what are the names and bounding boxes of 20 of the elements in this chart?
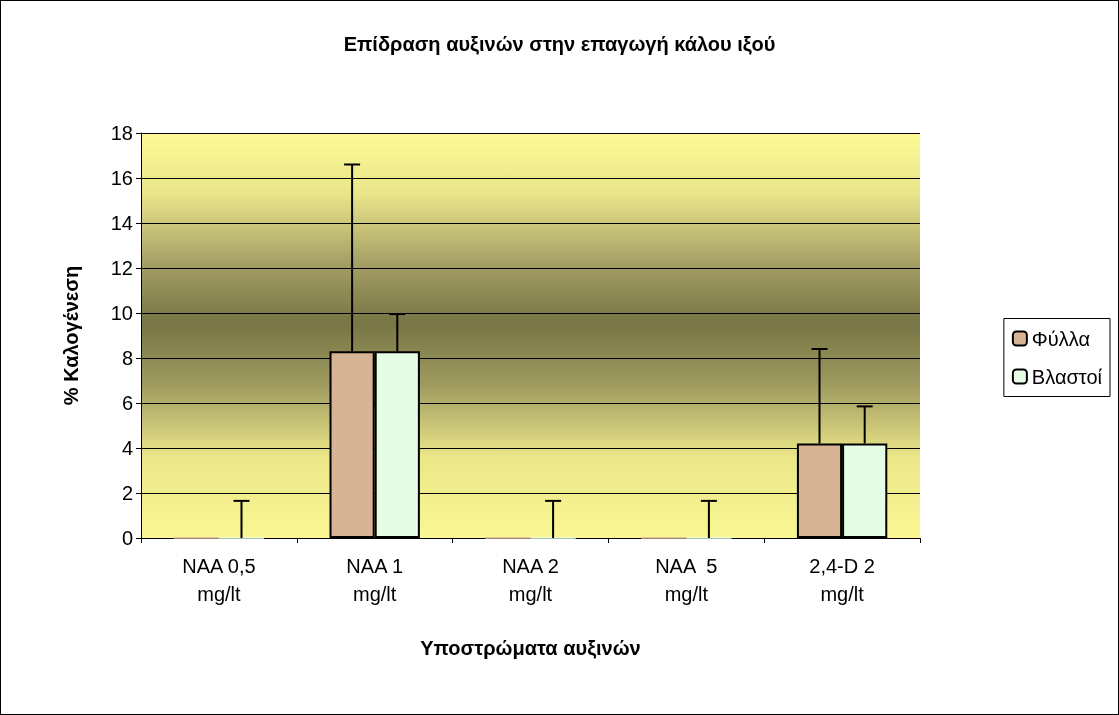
y-tick-label: 18: [110, 122, 133, 144]
x-tick-label: NAA 0,5 mg/lt: [182, 555, 256, 605]
y-tick-label: 14: [110, 212, 133, 234]
legend-label: Φύλλα: [1031, 327, 1091, 350]
x-axis-title: Υποστρώματα αυξινών: [420, 637, 641, 659]
y-tick-label: 16: [110, 167, 133, 189]
y-tick-label: 8: [121, 347, 133, 369]
y-tick-label: 0: [121, 527, 133, 549]
x-tick-label: NAA 5 mg/lt: [655, 555, 718, 605]
y-tick-label: 2: [121, 482, 133, 504]
y-tick-label: 12: [110, 257, 133, 279]
legend-label: Βλαστοί: [1031, 365, 1103, 388]
y-axis-title: % Καλογένεση: [60, 265, 82, 406]
y-tick-label: 4: [121, 437, 133, 459]
chart-title: Επίδραση αυξινών στην επαγωγή κάλου ιξού: [343, 33, 776, 55]
y-tick-label: 6: [121, 392, 133, 414]
x-tick-label: NAA 1 mg/lt: [346, 555, 404, 605]
y-tick-label: 10: [110, 302, 133, 324]
x-tick-label: 2,4-D 2 mg/lt: [809, 555, 875, 605]
x-tick-label: NAA 2 mg/lt: [502, 555, 559, 605]
